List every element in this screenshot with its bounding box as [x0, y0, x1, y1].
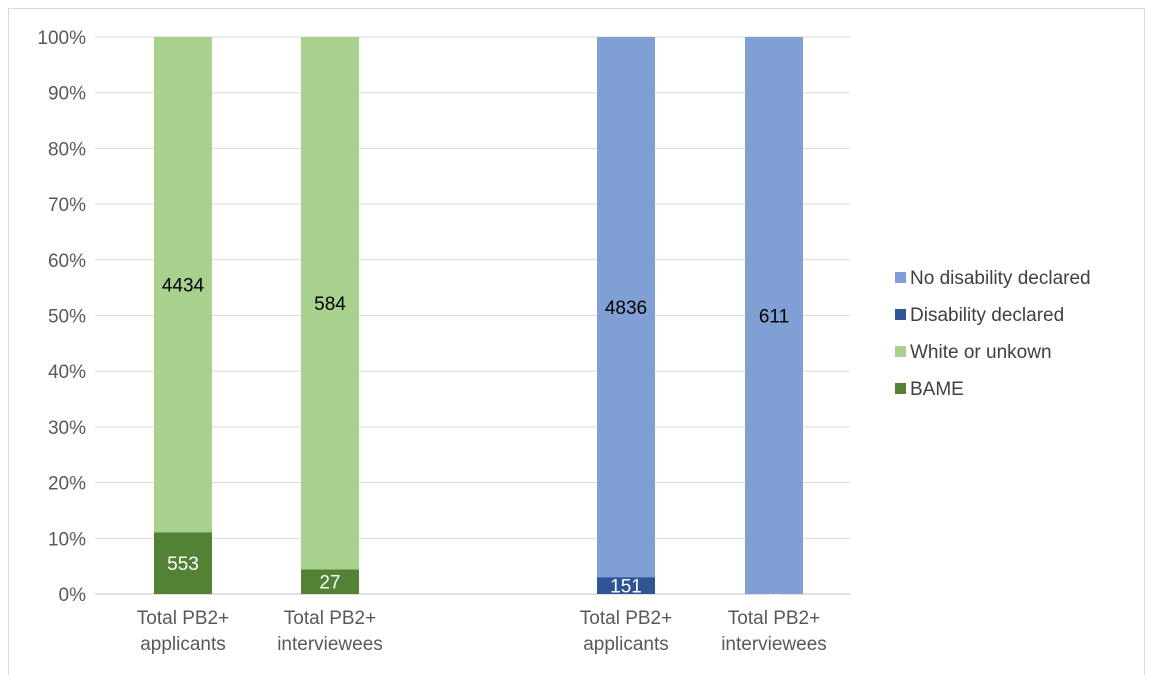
y-tick-label: 40% [48, 362, 86, 383]
data-label: 584 [314, 294, 346, 315]
bar-segment [154, 532, 212, 594]
bar-segment [597, 37, 655, 578]
legend-label: White or unkown [910, 342, 1052, 363]
y-tick-label: 90% [48, 84, 86, 105]
y-tick-label: 30% [48, 418, 86, 439]
x-category-label: Total PB2+ [580, 608, 672, 629]
y-tick-label: 50% [48, 307, 86, 328]
x-category-label: applicants [140, 634, 226, 655]
data-label: 0 [769, 585, 780, 606]
gridlines [95, 36, 850, 595]
y-tick-label: 70% [48, 195, 86, 216]
x-category-label: Total PB2+ [728, 608, 820, 629]
data-label: 611 [759, 307, 789, 328]
legend-swatch [895, 383, 906, 394]
data-label: 4836 [605, 298, 647, 319]
legend-swatch [895, 346, 906, 357]
data-label: 151 [610, 577, 642, 598]
y-axis: 0% 10% 20% 30% 40% 50% 60% 70% 80% 90% 100% [37, 28, 86, 606]
y-tick-label: 0% [59, 585, 87, 606]
bar-segment [301, 569, 359, 594]
legend-label: BAME [910, 379, 964, 400]
legend-label: No disability declared [910, 268, 1091, 289]
bar-segment [154, 37, 212, 533]
y-tick-label: 100% [37, 28, 86, 49]
x-category-label: interviewees [721, 634, 827, 655]
x-category-label: applicants [583, 634, 669, 655]
data-label: 553 [167, 554, 199, 575]
y-tick-label: 20% [48, 474, 86, 495]
y-tick-label: 80% [48, 139, 86, 160]
x-category-label: Total PB2+ [137, 608, 229, 629]
y-tick-label: 60% [48, 251, 86, 272]
bars: 553 4434 27 584 151 4836 0 611 [154, 37, 803, 606]
x-axis: Total PB2+ applicants Total PB2+ interviewe… [137, 608, 827, 655]
data-label: 27 [319, 573, 340, 594]
legend-swatch [895, 272, 906, 283]
legend-label: Disability declared [910, 305, 1064, 326]
x-category-label: Total PB2+ [284, 608, 376, 629]
y-tick-label: 10% [48, 529, 86, 550]
legend-swatch [895, 309, 906, 320]
bar-segment [597, 577, 655, 594]
chart-frame [8, 8, 1145, 675]
legend: No disability declared Disability declare… [895, 268, 1091, 400]
x-category-label: interviewees [277, 634, 383, 655]
bar-segment [301, 37, 359, 570]
bar-segment [745, 37, 803, 594]
data-label: 4434 [162, 276, 205, 297]
